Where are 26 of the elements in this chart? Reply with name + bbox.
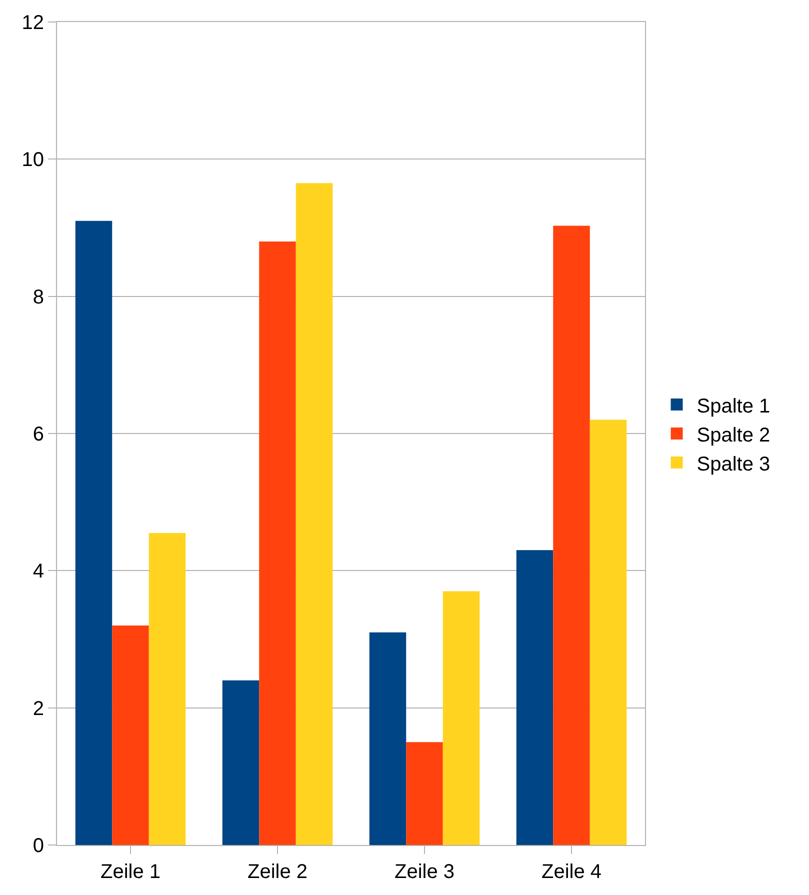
y-tick-label: 6 bbox=[32, 424, 44, 446]
bar bbox=[369, 632, 406, 845]
legend-label: Spalte 1 bbox=[696, 395, 770, 418]
y-tick-label: 2 bbox=[32, 698, 44, 720]
bar bbox=[516, 550, 554, 845]
y-tick-label: 8 bbox=[32, 286, 44, 308]
bar bbox=[296, 183, 333, 845]
y-tick-label: 10 bbox=[22, 149, 44, 172]
x-tick-label: Zeile 2 bbox=[247, 861, 308, 883]
x-tick-label: Zeile 3 bbox=[394, 861, 455, 883]
y-tick-label: 4 bbox=[32, 560, 44, 583]
bar bbox=[259, 241, 296, 845]
bar bbox=[148, 532, 186, 845]
y-tick-label: 12 bbox=[22, 12, 44, 34]
bar bbox=[553, 226, 590, 845]
x-tick-label: Zeile 1 bbox=[100, 861, 161, 883]
bar bbox=[112, 626, 149, 845]
bar bbox=[590, 420, 627, 845]
y-tick-label: 0 bbox=[32, 835, 44, 857]
bar bbox=[406, 742, 443, 845]
bar bbox=[442, 591, 480, 845]
legend-label: Spalte 2 bbox=[696, 424, 770, 446]
bar bbox=[222, 680, 260, 845]
legend-label: Spalte 3 bbox=[696, 453, 770, 476]
bar bbox=[75, 220, 112, 845]
x-tick-label: Zeile 4 bbox=[541, 861, 602, 883]
